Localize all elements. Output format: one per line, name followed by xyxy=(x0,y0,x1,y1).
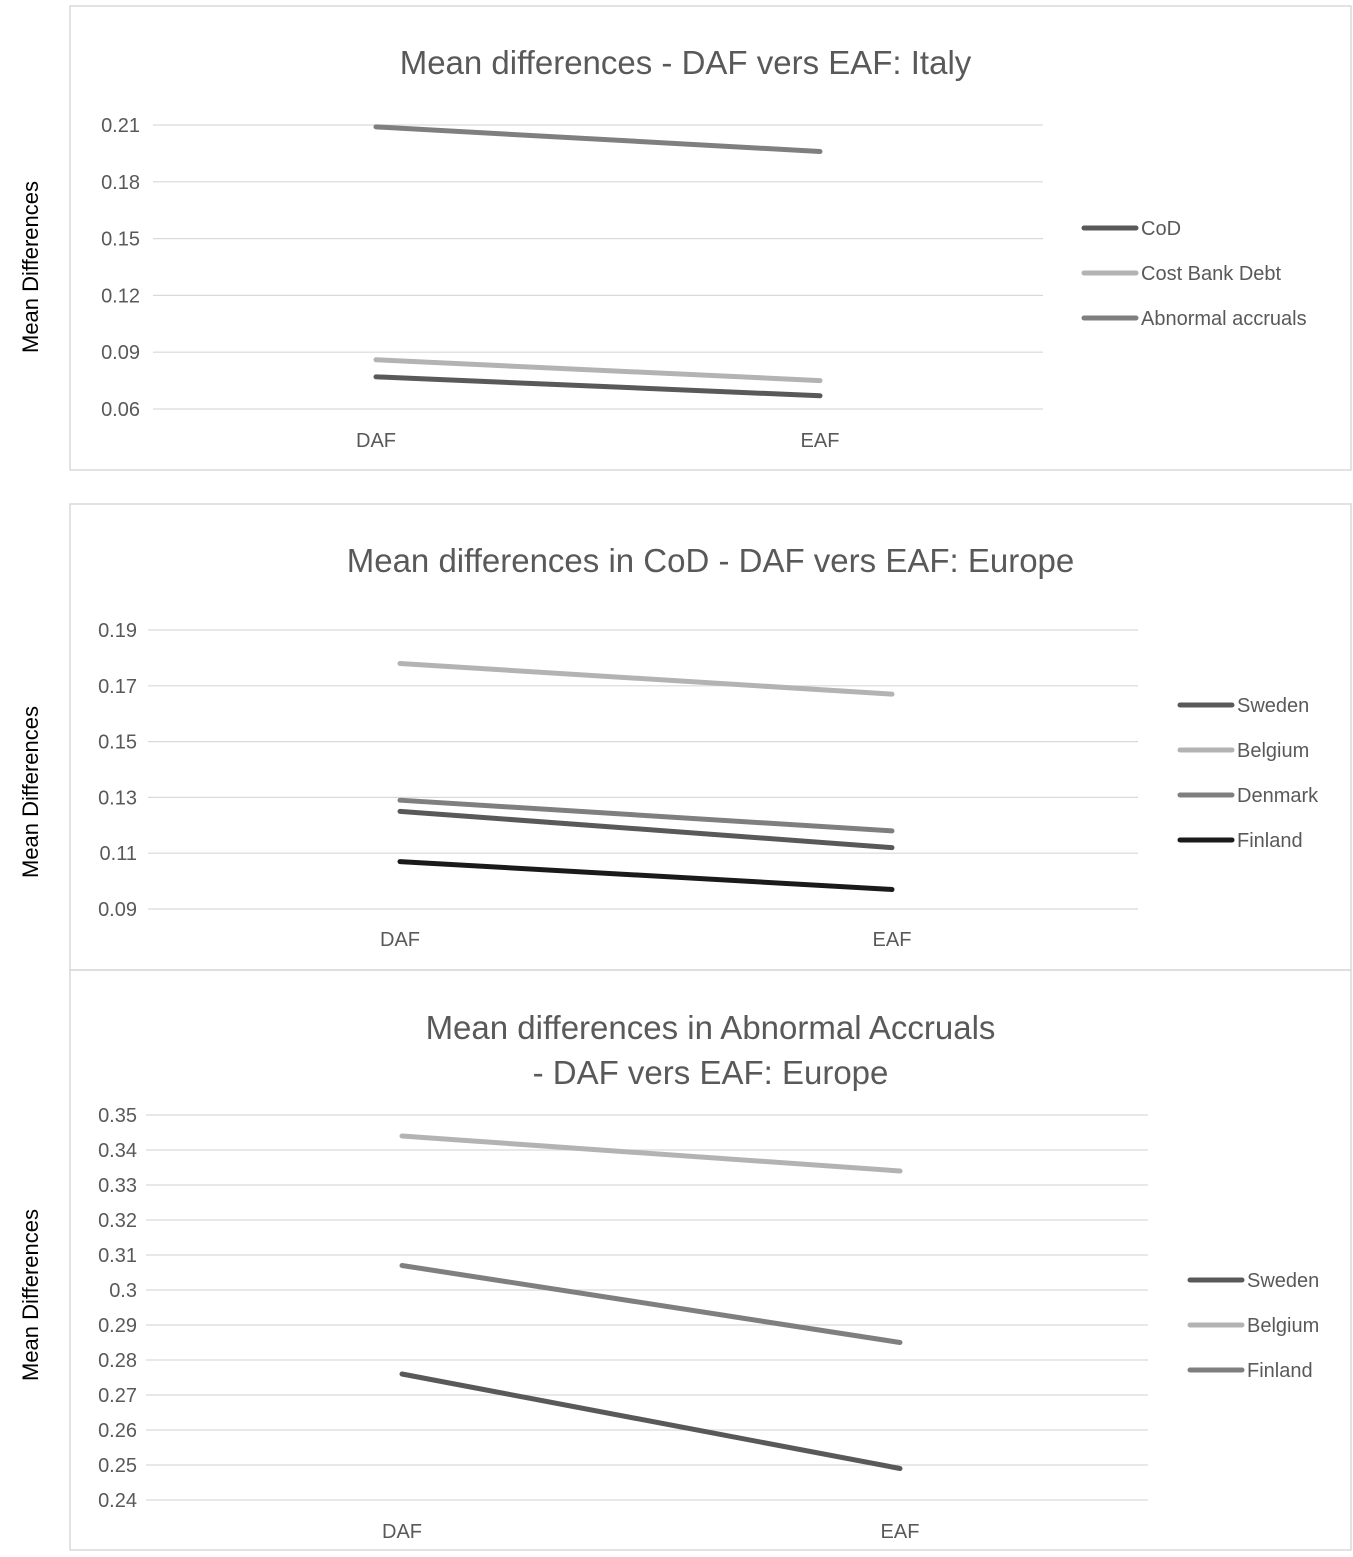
legend-label: CoD xyxy=(1141,218,1181,240)
series-line-sweden xyxy=(397,808,895,851)
chart-frame xyxy=(69,5,1352,471)
y-tick-label: 0.17 xyxy=(98,676,137,698)
x-tick-label: DAF xyxy=(382,1521,422,1543)
series-line-cost-bank-debt xyxy=(373,357,823,384)
chart-1: Mean differences - DAF vers EAF: Italy Me… xyxy=(18,5,1352,471)
chart-title: Mean differences - DAF vers EAF: Italy xyxy=(400,44,972,81)
legend-label: Cost Bank Debt xyxy=(1141,263,1282,285)
x-tick-label: EAF xyxy=(801,430,840,452)
series-line-cod xyxy=(373,374,823,399)
y-tick-label: 0.13 xyxy=(98,787,137,809)
y-tick-label: 0.09 xyxy=(98,899,137,921)
y-tick-label: 0.33 xyxy=(98,1175,137,1197)
y-tick-label: 0.11 xyxy=(100,843,137,865)
chart-2: Mean differences in CoD - DAF vers EAF: … xyxy=(18,503,1352,971)
y-axis-label: Mean Differences xyxy=(18,1209,43,1381)
y-tick-label: 0.09 xyxy=(101,342,140,364)
legend-label: Belgium xyxy=(1237,740,1309,762)
legend-label: Finland xyxy=(1247,1360,1313,1382)
y-tick-label: 0.26 xyxy=(98,1420,137,1442)
chart-frame xyxy=(69,969,1352,1551)
y-tick-label: 0.31 xyxy=(98,1245,137,1267)
y-tick-label: 0.27 xyxy=(98,1385,137,1407)
y-tick-label: 0.32 xyxy=(98,1210,137,1232)
y-tick-label: 0.06 xyxy=(101,399,140,421)
y-axis-label: Mean Differences xyxy=(18,181,43,353)
series-line-belgium xyxy=(399,1133,903,1174)
x-tick-label: EAF xyxy=(881,1521,920,1543)
x-tick-label: EAF xyxy=(873,929,912,951)
series-line-finland xyxy=(397,859,895,892)
y-tick-label: 0.3 xyxy=(109,1280,137,1302)
legend-label: Sweden xyxy=(1237,695,1309,717)
y-tick-label: 0.24 xyxy=(98,1490,137,1512)
chart-title: - DAF vers EAF: Europe xyxy=(533,1054,889,1091)
y-tick-label: 0.28 xyxy=(98,1350,137,1372)
y-tick-label: 0.25 xyxy=(98,1455,137,1477)
series-line-denmark xyxy=(397,797,895,834)
y-tick-label: 0.15 xyxy=(101,229,140,251)
series-line-belgium xyxy=(397,660,895,697)
series-line-finland xyxy=(399,1263,903,1345)
chart-title: Mean differences in Abnormal Accruals xyxy=(426,1009,996,1046)
y-tick-label: 0.35 xyxy=(98,1105,137,1127)
legend-label: Belgium xyxy=(1247,1315,1319,1337)
y-tick-label: 0.15 xyxy=(98,732,137,754)
chart-3: Mean differences in Abnormal Accruals - D… xyxy=(18,969,1352,1551)
series-line-sweden xyxy=(399,1371,903,1471)
x-tick-label: DAF xyxy=(380,929,420,951)
chart-title: Mean differences in CoD - DAF vers EAF: … xyxy=(347,542,1075,579)
legend-label: Sweden xyxy=(1247,1270,1319,1292)
legend-label: Finland xyxy=(1237,830,1303,852)
series-line-abnormal-accruals xyxy=(373,124,823,155)
y-tick-label: 0.34 xyxy=(98,1140,137,1162)
y-tick-label: 0.12 xyxy=(101,285,140,307)
y-axis-label: Mean Differences xyxy=(18,706,43,878)
legend-label: Denmark xyxy=(1237,785,1319,807)
y-tick-label: 0.21 xyxy=(101,115,140,137)
y-tick-label: 0.18 xyxy=(101,172,140,194)
y-tick-label: 0.19 xyxy=(98,620,137,642)
y-tick-label: 0.29 xyxy=(98,1315,137,1337)
x-tick-label: DAF xyxy=(356,430,396,452)
legend-label: Abnormal accruals xyxy=(1141,308,1307,330)
